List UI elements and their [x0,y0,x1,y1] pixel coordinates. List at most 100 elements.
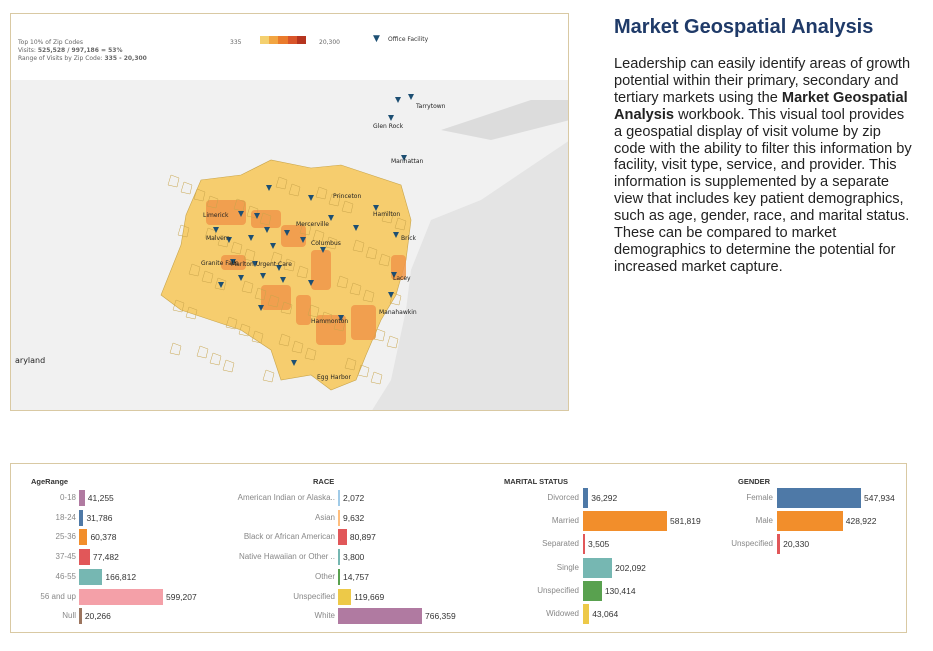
scale-max: 20,300 [319,39,340,46]
chart-title: AgeRange [31,477,69,486]
ocean [372,80,568,410]
data-label: 119,669 [354,591,385,602]
zip-boundary [238,323,251,337]
office-facility-marker [258,305,264,311]
top-zip-region [296,295,311,325]
zip-boundary [225,316,238,330]
zip-boundary [278,333,291,347]
category-label: Female [746,493,773,502]
office-facility-marker [391,272,397,278]
zip-boundary [362,289,375,303]
office-facility-marker [270,243,276,249]
zip-boundary [180,181,193,195]
desc-text-1: Leadership can easily identify areas of … [614,56,911,106]
bar [583,488,589,508]
office-facility-marker [226,237,232,243]
data-label: 9,632 [343,512,365,523]
chart-title: MARITAL STATUS [504,477,569,486]
office-facility-marker [338,315,344,321]
zip-boundary [201,270,214,284]
facility-label: Office Facility [388,36,429,43]
map-panel[interactable]: Top 10% of Zip Codes Visits: 525,528 / 9… [10,13,569,411]
legend-title: Top 10% of Zip Codes [18,39,83,46]
zip-boundary [259,212,272,226]
data-label: 36,292 [591,493,618,503]
office-facility-marker [373,205,379,211]
office-facility-marker [388,292,394,298]
zip-boundary [291,340,304,354]
zip-boundary [304,347,317,361]
office-facility-icon: ▼ [373,34,380,44]
map-canvas[interactable]: Tarrytown Glen Rock Manhattan Princeton Hami… [11,80,569,411]
data-label: 3,800 [343,552,365,563]
top-zip-region [311,250,331,290]
data-label: 20,266 [84,611,111,622]
zip-boundary [307,304,320,318]
office-facility-marker [238,275,244,281]
zip-boundary [328,193,341,207]
office-facility-marker [401,155,407,161]
zip-boundary [209,352,222,366]
category-label: 18-24 [55,512,76,522]
place-label: Hamilton [373,211,400,218]
zip-boundary [325,236,338,250]
data-label: 43,064 [592,609,619,619]
zip-boundary [288,183,301,197]
scale-swatch [296,36,307,44]
office-facility-marker [254,213,260,219]
zip-boundary [251,330,264,344]
desc-text-2: workbook. This visual tool provides a ge… [614,106,912,275]
data-label: 202,092 [615,562,646,573]
zip-boundary [370,371,383,385]
office-facility-marker [308,195,314,201]
office-facility-marker [328,215,334,221]
zip-boundary [381,210,394,224]
bar [338,608,422,625]
place-label: Manahawkin [379,309,417,316]
bar [79,490,85,506]
data-label: 130,414 [604,585,636,596]
color-scale [260,36,307,44]
category-label: Black or African American [243,532,335,542]
zip-boundary [188,263,201,277]
data-label: 77,482 [92,552,119,563]
zip-boundary [357,364,370,378]
bar [338,509,340,526]
office-facility-marker [395,97,401,103]
data-label: 581,819 [670,516,701,527]
place-label: Marlton Urgent Care [231,261,292,268]
bar [777,534,781,555]
office-facility-marker [266,185,272,191]
place-label: Malvern [206,235,230,242]
place-label: Columbus [311,240,341,247]
zip-boundary [280,301,293,315]
zip-boundary [167,174,180,188]
zip-boundary [254,287,267,301]
data-label: 3,505 [588,539,610,550]
category-label: American Indian or Alaska.. [237,493,335,502]
zip-boundary [283,258,296,272]
data-label: 766,359 [425,611,456,622]
category-label: Other [314,571,335,581]
office-facility-marker [291,360,297,366]
zip-boundary [185,306,198,320]
zip-boundary [196,345,209,359]
description: Leadership can easily identify areas of … [614,56,914,276]
range-label: Range of Visits by Zip Code: [18,55,103,62]
data-label: 41,255 [87,493,114,503]
office-facility-marker [320,247,326,253]
zip-boundary [177,224,190,238]
zip-boundary [193,188,206,202]
data-label: 2,072 [343,493,365,503]
zip-boundary [315,186,328,200]
office-facility-marker [388,115,394,121]
zip-boundary [389,292,402,306]
bar [79,549,90,566]
map-legend: Top 10% of Zip Codes Visits: 525,528 / 9… [11,14,568,80]
bar [338,588,352,605]
bar [583,534,585,555]
office-facility-marker [260,273,266,279]
zip-boundary [206,195,219,209]
category-label: Native Hawaiian or Other .. [238,552,335,562]
zip-boundary [275,176,288,190]
